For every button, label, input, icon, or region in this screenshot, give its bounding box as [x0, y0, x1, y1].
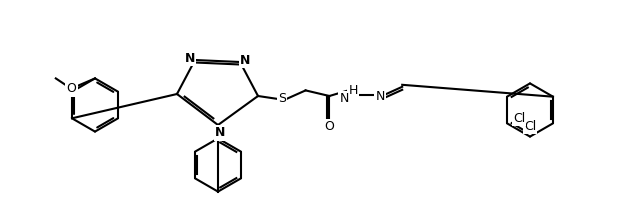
- Text: N: N: [376, 90, 385, 103]
- Text: N: N: [240, 54, 250, 66]
- Text: H: H: [349, 84, 358, 97]
- Text: N: N: [215, 126, 225, 140]
- Text: O: O: [324, 120, 334, 133]
- Text: Cl: Cl: [524, 120, 536, 133]
- Text: Cl: Cl: [513, 112, 525, 125]
- Text: N: N: [185, 52, 195, 64]
- Text: S: S: [278, 92, 286, 105]
- Text: N: N: [339, 92, 349, 105]
- Text: O: O: [67, 82, 76, 95]
